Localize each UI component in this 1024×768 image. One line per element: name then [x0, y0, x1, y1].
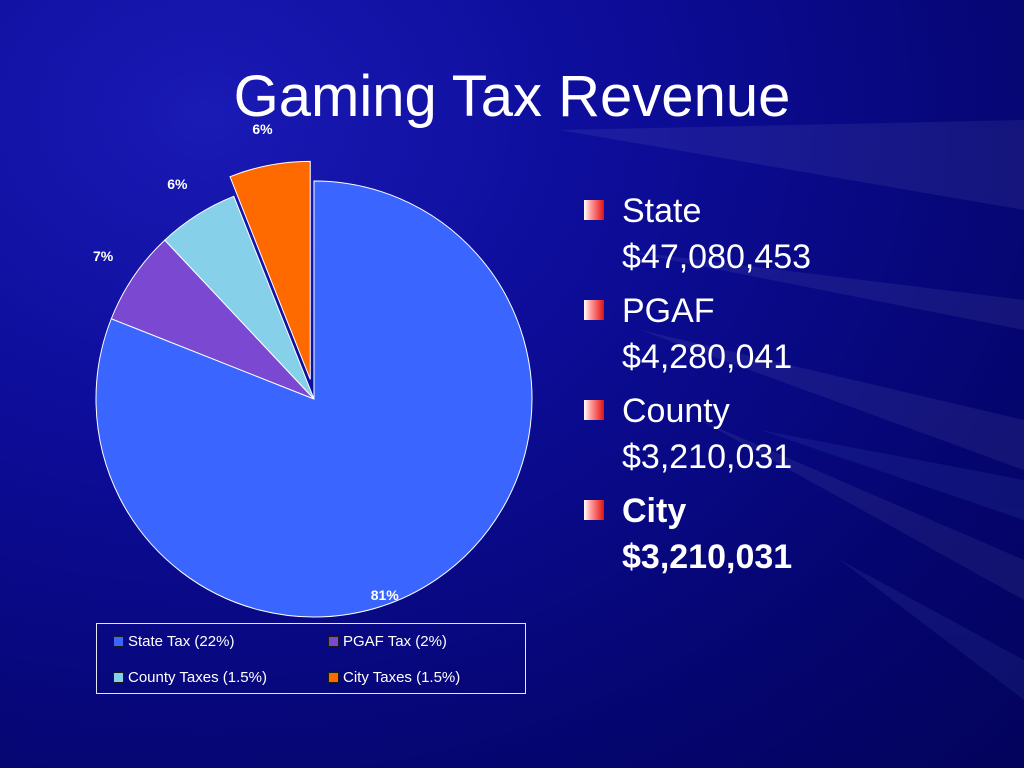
bullet-pgaf-amount: $4,280,041: [622, 338, 793, 376]
bullet-marker-icon: [584, 500, 604, 520]
pie-label-state: 81%: [370, 586, 399, 603]
legend-label-state: State Tax (22%): [128, 633, 235, 650]
legend-item-city: City Taxes (1.5%): [328, 669, 460, 686]
bullet-county-amount: $3,210,031: [622, 438, 793, 476]
revenue-bullet-list: State $47,080,453 PGAF $4,280,041 County…: [584, 188, 1004, 588]
slide-title: Gaming Tax Revenue: [233, 64, 791, 129]
legend-label-county: County Taxes (1.5%): [128, 669, 267, 686]
bullet-marker-icon: [584, 400, 604, 420]
legend-swatch-city: [328, 672, 339, 683]
legend-swatch-pgaf: [328, 636, 339, 647]
pie-label-pgaf: 7%: [92, 247, 114, 264]
pie-label-county: 6%: [167, 175, 188, 192]
pie-slice-county: [164, 195, 315, 400]
bullet-city: City $3,210,031: [584, 488, 1004, 580]
legend-label-city: City Taxes (1.5%): [343, 669, 461, 686]
bullet-city-amount: $3,210,031: [622, 538, 793, 576]
bullet-state: State $47,080,453: [584, 188, 1004, 280]
legend-item-state: State Tax (22%): [113, 633, 234, 650]
legend-label-pgaf: PGAF Tax (2%): [343, 633, 447, 650]
chart-legend: State Tax (22%) PGAF Tax (2%) County Tax…: [96, 623, 526, 694]
bullet-marker-icon: [584, 300, 604, 320]
bullet-county-name: County: [622, 392, 730, 430]
pie-label-city: 6%: [252, 120, 273, 137]
bullet-pgaf: PGAF $4,280,041: [584, 288, 1004, 380]
legend-item-pgaf: PGAF Tax (2%): [328, 633, 447, 650]
legend-item-county: County Taxes (1.5%): [113, 669, 267, 686]
bullet-pgaf-name: PGAF: [622, 292, 715, 330]
bullet-state-name: State: [622, 192, 702, 230]
bullet-marker-icon: [584, 200, 604, 220]
legend-swatch-state: [113, 636, 124, 647]
bullet-state-amount: $47,080,453: [622, 238, 812, 276]
bullet-city-name: City: [622, 492, 687, 530]
pie-slice-city: [229, 160, 311, 380]
legend-swatch-county: [113, 672, 124, 683]
bullet-county: County $3,210,031: [584, 388, 1004, 480]
